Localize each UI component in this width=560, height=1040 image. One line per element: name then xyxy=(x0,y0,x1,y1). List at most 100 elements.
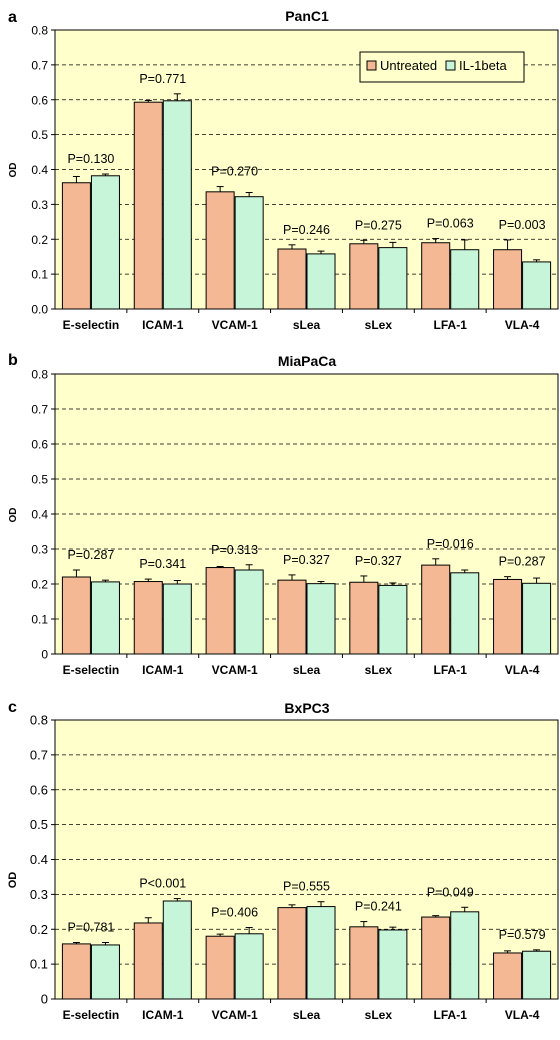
chart-title-a: PanC1 xyxy=(285,8,329,24)
plot-area-c: 0 0.1 0.2 0.3 0.4 0.5 0.6 0.7 0.8 P=0.781 E-select… xyxy=(30,713,559,1022)
y-tick-label: 0.7 xyxy=(31,403,48,417)
x-tick-label: E-selectin xyxy=(63,318,120,332)
bar-untreated-slea xyxy=(277,579,307,655)
p-value-label: P=0.781 xyxy=(67,921,114,935)
bar-il-1beta-slex xyxy=(378,584,408,655)
bar-untreated-lfa-1 xyxy=(421,916,451,1000)
bar-untreated-slea xyxy=(277,248,307,310)
legend-label-il1beta: IL-1beta xyxy=(459,58,507,73)
x-tick-label: ICAM-1 xyxy=(142,663,184,677)
bar-untreated-vcam-1 xyxy=(205,567,235,655)
y-tick-label: 0.7 xyxy=(30,747,48,762)
bar-untreated-slex xyxy=(349,243,379,310)
bar-untreated-slex xyxy=(349,581,379,655)
chart-panel-a: a PanC1 OD 0.0 0.1 0.2 0.3 0.4 0.5 0.6 0.7 0.8 P=… xyxy=(8,8,559,332)
p-value-label: P=0.555 xyxy=(283,880,330,894)
x-tick-label: sLea xyxy=(293,318,321,332)
y-tick-label: 0.8 xyxy=(31,368,48,382)
bar-il-1beta-slea xyxy=(306,906,336,1000)
bar-untreated-vla-4 xyxy=(493,578,523,655)
y-tick-label: 0.5 xyxy=(30,817,48,832)
x-tick-label: sLex xyxy=(365,663,393,677)
p-value-label: P=0.016 xyxy=(427,537,474,551)
bar-il-1beta-vcam-1 xyxy=(234,196,264,310)
x-tick-label: VCAM-1 xyxy=(212,1008,258,1022)
bar-untreated-vla-4 xyxy=(493,249,523,310)
p-value-label: P=0.313 xyxy=(211,543,258,557)
bar-il-1beta-e-selectin xyxy=(90,944,120,1000)
y-tick-label: 0.3 xyxy=(30,887,48,902)
legend-swatch-il1beta xyxy=(445,60,456,71)
bar-il-1beta-e-selectin xyxy=(90,175,120,310)
panel-label-c: c xyxy=(8,699,17,716)
p-value-label: P=0.579 xyxy=(499,928,546,942)
x-tick-label: ICAM-1 xyxy=(142,1008,184,1022)
plot-area-b: 0 0.1 0.2 0.3 0.4 0.5 0.6 0.7 0.8 P=0.287 E-select… xyxy=(31,368,559,677)
plot-frame xyxy=(54,29,559,310)
panel-label-b: b xyxy=(8,352,18,369)
plot-frame xyxy=(54,719,559,1000)
bar-untreated-lfa-1 xyxy=(421,564,451,655)
y-tick-label: 0.8 xyxy=(30,713,48,728)
x-tick-label: sLex xyxy=(365,1008,393,1022)
x-tick-label: VCAM-1 xyxy=(212,663,258,677)
y-tick-label: 0.6 xyxy=(31,438,48,452)
y-tick-label: 0.2 xyxy=(31,578,48,592)
x-tick-label: E-selectin xyxy=(63,1008,120,1022)
p-value-label: P=0.406 xyxy=(211,906,258,920)
chart-title-c: BxPC3 xyxy=(284,700,329,716)
legend-label-untreated: Untreated xyxy=(380,58,437,73)
p-value-label: P=0.241 xyxy=(355,900,402,914)
x-tick-label: VLA-4 xyxy=(505,663,540,677)
y-tick-label: 0.4 xyxy=(31,508,48,522)
p-value-label: P=0.246 xyxy=(283,223,330,237)
y-tick-label: 0.5 xyxy=(31,128,48,142)
y-axis-label-c: OD xyxy=(7,872,19,889)
y-tick-label: 0.1 xyxy=(31,268,48,282)
bar-il-1beta-lfa-1 xyxy=(450,572,480,655)
y-tick-label: 0.1 xyxy=(30,957,48,972)
chart-panel-c: c BxPC3 OD 0 0.1 0.2 0.3 0.4 0.5 0.6 0.7 0.8 P=0.… xyxy=(7,699,559,1022)
panel-label-a: a xyxy=(8,9,17,26)
y-tick-label: 0.7 xyxy=(31,58,48,72)
bar-il-1beta-icam-1 xyxy=(162,900,192,1000)
x-tick-label: VLA-4 xyxy=(505,1008,540,1022)
bar-untreated-lfa-1 xyxy=(421,242,451,310)
y-tick-label: 0 xyxy=(41,992,48,1007)
x-tick-label: sLea xyxy=(293,1008,321,1022)
x-tick-label: sLea xyxy=(293,663,321,677)
x-tick-label: VCAM-1 xyxy=(212,318,258,332)
y-tick-label: 0.1 xyxy=(31,613,48,627)
legend-swatch-untreated xyxy=(366,60,377,71)
bar-il-1beta-e-selectin xyxy=(90,581,120,655)
p-value-label: P=0.270 xyxy=(211,165,258,179)
y-tick-label: 0.4 xyxy=(31,163,48,177)
y-tick-label: 0.3 xyxy=(31,198,48,212)
bar-il-1beta-slea xyxy=(306,583,336,655)
x-tick-label: LFA-1 xyxy=(434,663,468,677)
y-tick-label: 0.5 xyxy=(31,473,48,487)
bar-il-1beta-vla-4 xyxy=(522,950,552,1000)
p-value-label: P=0.287 xyxy=(499,555,546,569)
bar-il-1beta-vla-4 xyxy=(522,582,552,655)
p-value-label: P=0.771 xyxy=(139,72,186,86)
p-value-label: P=0.327 xyxy=(283,553,330,567)
bar-untreated-icam-1 xyxy=(133,101,163,310)
legend-box xyxy=(359,51,525,83)
bar-il-1beta-vcam-1 xyxy=(234,933,264,1000)
y-tick-label: 0.6 xyxy=(31,93,48,107)
bar-untreated-slex xyxy=(349,926,379,1000)
x-tick-label: LFA-1 xyxy=(434,1008,468,1022)
bar-untreated-icam-1 xyxy=(133,922,163,1000)
bar-il-1beta-slex xyxy=(378,247,408,310)
legend-a: Untreated IL-1beta xyxy=(359,51,525,83)
bar-untreated-vcam-1 xyxy=(205,191,235,310)
p-value-label: P=0.130 xyxy=(67,152,114,166)
bar-il-1beta-vcam-1 xyxy=(234,569,264,655)
bar-untreated-e-selectin xyxy=(61,943,91,1000)
p-value-label: P=0.275 xyxy=(355,218,402,232)
bar-il-1beta-vla-4 xyxy=(522,261,552,310)
bar-il-1beta-lfa-1 xyxy=(450,249,480,310)
bar-il-1beta-icam-1 xyxy=(162,583,192,655)
